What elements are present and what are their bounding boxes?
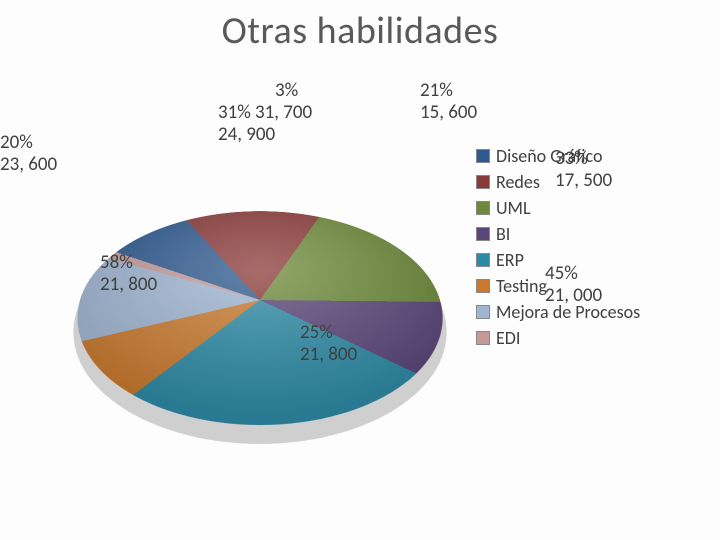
data-label-percent: 20%	[0, 132, 57, 154]
legend-label: UML	[496, 197, 531, 219]
legend-label: EDI	[496, 327, 520, 349]
legend-item: BI	[476, 223, 640, 245]
legend-swatch	[476, 149, 490, 163]
legend-item: ERP	[476, 249, 640, 271]
legend-swatch	[476, 201, 490, 215]
chart-title: Otras habilidades	[0, 8, 720, 54]
data-label-percent: 21%	[420, 80, 477, 102]
legend-label: ERP	[496, 249, 524, 271]
legend-item: EDI	[476, 327, 640, 349]
legend-item: Mejora de Procesos	[476, 301, 640, 323]
data-label-value: 21, 800	[100, 274, 157, 296]
data-label-percent: 3%	[275, 80, 312, 102]
legend-swatch	[476, 175, 490, 189]
chart-stage: Otras habilidades 21%15, 600 3%31, 70031%…	[0, 0, 720, 540]
legend-swatch	[476, 331, 490, 345]
legend-swatch	[476, 305, 490, 319]
legend-swatch	[476, 227, 490, 241]
legend-label: BI	[496, 223, 510, 245]
data-label-dl_dg: 21%15, 600	[420, 80, 477, 124]
data-label-value: 23, 600	[0, 154, 57, 176]
data-label-value: 21, 800	[300, 344, 357, 366]
legend-swatch	[476, 253, 490, 267]
legend-item: Redes	[476, 171, 640, 193]
data-label-value: 24, 900	[218, 124, 275, 146]
data-label-percent: 31%	[218, 102, 275, 124]
legend-label: Diseño Gráfico	[496, 145, 602, 167]
legend-label: Redes	[496, 171, 540, 193]
data-label-percent: 25%	[300, 322, 357, 344]
legend-swatch	[476, 279, 490, 293]
data-label-dl_test: 20%23, 600	[0, 132, 57, 176]
data-label-percent: 58%	[100, 252, 157, 274]
legend-item: Diseño Gráfico	[476, 145, 640, 167]
data-label-dl_erp: 58%21, 800	[100, 252, 157, 296]
data-label-value: 15, 600	[420, 102, 477, 124]
pie-chart	[43, 211, 477, 425]
legend-item: Testing	[476, 275, 640, 297]
legend: Diseño Gráfico Redes UML BI ERP Testing Mejora…	[476, 145, 640, 353]
pie-wrap	[80, 120, 440, 380]
legend-label: Testing	[496, 275, 547, 297]
legend-item: UML	[476, 197, 640, 219]
data-label-dl_bi: 25%21, 800	[300, 322, 357, 366]
data-label-dl_edi: 3%31, 700	[275, 80, 312, 124]
data-label-dl_mdp: 31%24, 900	[218, 102, 275, 146]
legend-label: Mejora de Procesos	[496, 301, 640, 323]
